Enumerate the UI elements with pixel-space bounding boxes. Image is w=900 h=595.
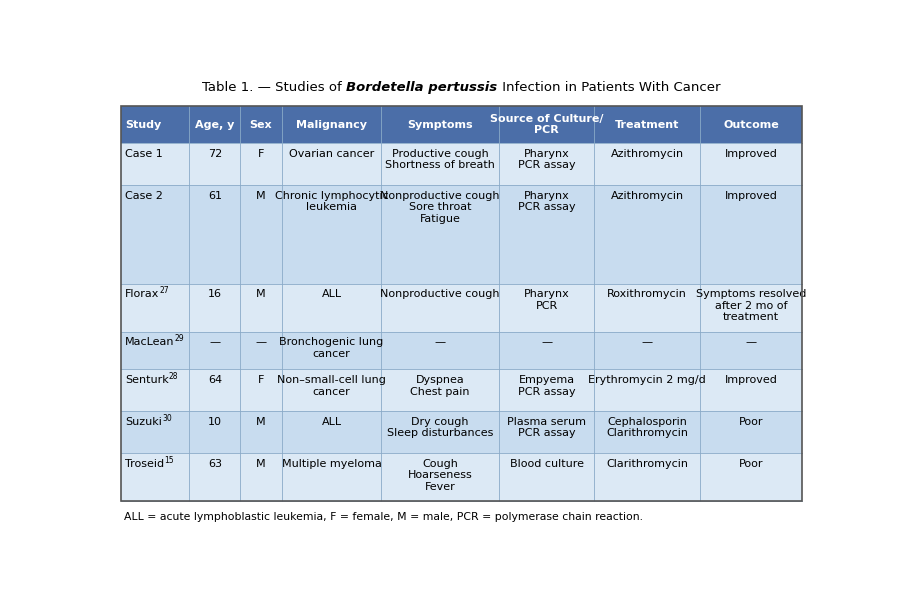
Text: Dyspnea
Chest pain: Dyspnea Chest pain	[410, 375, 470, 396]
Text: Productive cough
Shortness of breath: Productive cough Shortness of breath	[385, 149, 495, 170]
Text: M: M	[256, 417, 266, 427]
Text: —: —	[210, 337, 220, 347]
Text: Nonproductive cough
Sore throat
Fatigue: Nonproductive cough Sore throat Fatigue	[380, 191, 500, 224]
Text: Blood culture: Blood culture	[509, 459, 583, 469]
Text: ALL = acute lymphoblastic leukemia, F = female, M = male, PCR = polymerase chain: ALL = acute lymphoblastic leukemia, F = …	[123, 512, 643, 522]
Text: Pharynx
PCR: Pharynx PCR	[524, 289, 570, 311]
Text: Sex: Sex	[249, 120, 273, 130]
Text: Florax: Florax	[125, 289, 159, 299]
Text: Ovarian cancer: Ovarian cancer	[289, 149, 374, 159]
Text: —: —	[435, 337, 446, 347]
Text: 10: 10	[208, 417, 221, 427]
Text: MacLean: MacLean	[125, 337, 175, 347]
Text: F: F	[258, 375, 265, 385]
Bar	[121, 411, 802, 453]
Text: Pharynx
PCR assay: Pharynx PCR assay	[518, 149, 575, 170]
Bar	[121, 106, 802, 501]
Bar	[121, 185, 802, 284]
Bar	[121, 143, 802, 185]
Text: Roxithromycin: Roxithromycin	[608, 289, 688, 299]
Text: Azithromycin: Azithromycin	[611, 149, 684, 159]
Text: 27: 27	[159, 286, 169, 295]
Text: Pharynx
PCR assay: Pharynx PCR assay	[518, 191, 575, 212]
Text: —: —	[541, 337, 553, 347]
Text: Improved: Improved	[724, 149, 778, 159]
Text: Non–small-cell lung
cancer: Non–small-cell lung cancer	[277, 375, 386, 396]
Text: Outcome: Outcome	[723, 120, 778, 130]
Text: M: M	[256, 289, 266, 299]
Bar	[121, 106, 802, 143]
Text: ALL: ALL	[321, 289, 342, 299]
Text: Improved: Improved	[724, 191, 778, 201]
Text: Poor: Poor	[739, 459, 763, 469]
Text: 15: 15	[164, 456, 174, 465]
Text: Clarithromycin: Clarithromycin	[607, 459, 688, 469]
Text: Plasma serum
PCR assay: Plasma serum PCR assay	[507, 417, 586, 439]
Text: Symptoms resolved
after 2 mo of
treatment: Symptoms resolved after 2 mo of treatmen…	[696, 289, 806, 322]
Text: 61: 61	[208, 191, 221, 201]
Text: Bronchogenic lung
cancer: Bronchogenic lung cancer	[279, 337, 383, 359]
Text: Bordetella pertussis: Bordetella pertussis	[346, 81, 498, 94]
Text: Source of Culture/
PCR: Source of Culture/ PCR	[490, 114, 603, 135]
Text: Multiple myeloma: Multiple myeloma	[282, 459, 382, 469]
Text: Troseid: Troseid	[125, 459, 164, 469]
Text: Nonproductive cough: Nonproductive cough	[380, 289, 500, 299]
Text: —: —	[745, 337, 757, 347]
Text: 63: 63	[208, 459, 221, 469]
Text: Treatment: Treatment	[615, 120, 680, 130]
Text: Dry cough
Sleep disturbances: Dry cough Sleep disturbances	[387, 417, 493, 439]
Text: 72: 72	[208, 149, 222, 159]
Text: Empyema
PCR assay: Empyema PCR assay	[518, 375, 575, 396]
Bar	[121, 331, 802, 369]
Text: Cephalosporin
Clarithromycin: Cephalosporin Clarithromycin	[607, 417, 688, 439]
Text: Suzuki: Suzuki	[125, 417, 162, 427]
Text: Erythromycin 2 mg/d: Erythromycin 2 mg/d	[589, 375, 706, 385]
Text: 64: 64	[208, 375, 222, 385]
Text: M: M	[256, 191, 266, 201]
Text: Improved: Improved	[724, 375, 778, 385]
Text: 16: 16	[208, 289, 221, 299]
Text: 28: 28	[169, 372, 178, 381]
Text: M: M	[256, 459, 266, 469]
Bar	[121, 453, 802, 501]
Text: ALL: ALL	[321, 417, 342, 427]
Text: Infection in Patients With Cancer: Infection in Patients With Cancer	[498, 81, 720, 94]
Text: Senturk: Senturk	[125, 375, 169, 385]
Text: —: —	[256, 337, 266, 347]
Text: 30: 30	[162, 414, 172, 423]
Text: Azithromycin: Azithromycin	[611, 191, 684, 201]
Text: Age, y: Age, y	[195, 120, 235, 130]
Text: Case 1: Case 1	[125, 149, 163, 159]
Text: 29: 29	[175, 334, 184, 343]
Bar	[121, 106, 802, 501]
Text: F: F	[258, 149, 265, 159]
Text: Symptoms: Symptoms	[407, 120, 472, 130]
Bar	[121, 284, 802, 331]
Text: —: —	[642, 337, 652, 347]
Text: Cough
Hoarseness
Fever: Cough Hoarseness Fever	[408, 459, 472, 492]
Bar	[121, 369, 802, 411]
Text: Chronic lymphocytic
leukemia: Chronic lymphocytic leukemia	[274, 191, 389, 212]
Text: Poor: Poor	[739, 417, 763, 427]
Text: Table 1. — Studies of: Table 1. — Studies of	[202, 81, 346, 94]
Text: Study: Study	[125, 120, 161, 130]
Text: Malignancy: Malignancy	[296, 120, 367, 130]
Text: Case 2: Case 2	[125, 191, 163, 201]
